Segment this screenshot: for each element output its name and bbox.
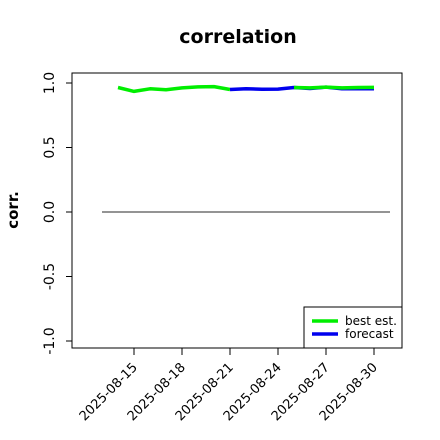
y-axis-label: corr. [4, 191, 22, 229]
series-line-2 [293, 85, 375, 90]
y-tick-label: -0.5 [42, 263, 58, 290]
y-axis: -1.0 -0.5 0.0 0.5 1.0 [42, 72, 72, 355]
legend: best est.forecast [303, 306, 403, 349]
legend-label: best est. [345, 314, 397, 328]
x-axis: 2025-08-152025-08-182025-08-212025-08-24… [77, 348, 381, 424]
series-line-0 [117, 84, 231, 94]
legend-box [303, 306, 403, 349]
y-tick-label: -1.0 [42, 327, 58, 354]
plot-area [71, 72, 403, 349]
y-tick-label: 0.5 [42, 136, 58, 158]
y-tick-label: 1.0 [42, 72, 58, 94]
legend-label: forecast [345, 327, 394, 341]
series-group [117, 84, 375, 94]
chart-title: correlation [179, 26, 296, 48]
y-tick-label: 0.0 [42, 201, 58, 223]
